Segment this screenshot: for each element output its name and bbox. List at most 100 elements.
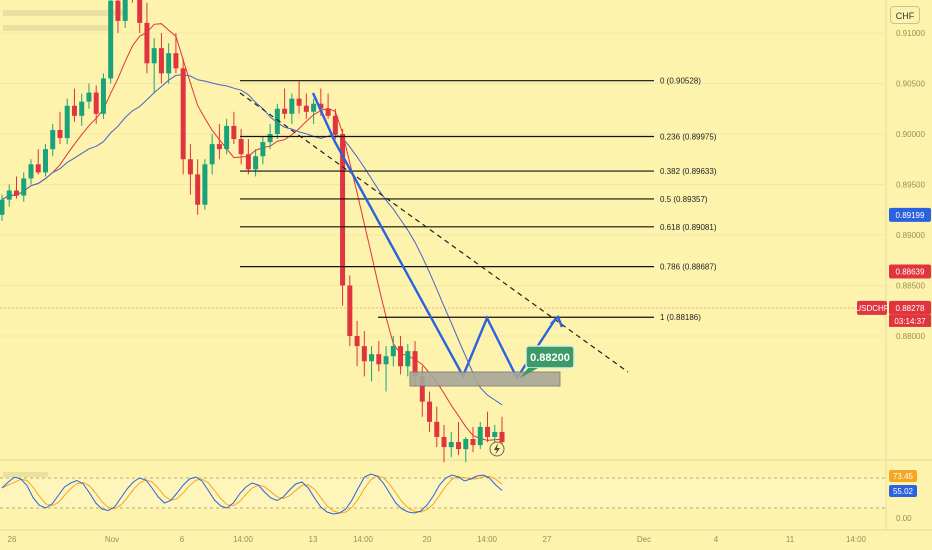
candle-body [187, 159, 193, 175]
candle-body [282, 108, 288, 114]
candle-body [419, 376, 425, 402]
fibonacci-retracement[interactable]: 0 (0.90528) 0.236 (0.89975) 0.382 (0.89633… [240, 77, 717, 323]
price-tick-label: 0.91000 [896, 29, 925, 38]
price-tick-label: 0.89500 [896, 181, 925, 190]
fib-level-label: 0.5 (0.89357) [660, 195, 708, 204]
annotation-label: 0.88200 [530, 352, 570, 364]
candle-body [390, 346, 396, 357]
candle-body [158, 48, 164, 74]
candle-body [13, 190, 19, 196]
candle-body [463, 439, 469, 450]
price-axis-ticks: 0.91000 0.90500 0.90000 0.89500 0.89000 0.885… [896, 29, 925, 341]
candle-body [245, 154, 251, 170]
candle-body [477, 426, 483, 446]
oscillator-value-box [889, 485, 917, 497]
chart-legend [3, 10, 123, 31]
price-tag-label: 0.89199 [896, 211, 925, 220]
fib-level-label: 0.786 (0.88687) [660, 263, 717, 272]
candle-body [340, 134, 346, 286]
candle-body [209, 144, 215, 165]
candle-body [6, 190, 12, 200]
legend-line-2 [3, 25, 113, 31]
candle-body [492, 431, 498, 437]
candle-body [499, 431, 505, 443]
candle-body [151, 48, 157, 64]
candle-body [289, 98, 295, 114]
projection-path[interactable] [311, 92, 558, 381]
candle-body [137, 0, 143, 23]
oscillator-tags: 73.45 55.02 0.00 [889, 470, 917, 523]
annotation-box [525, 345, 575, 369]
candle-body [361, 346, 367, 362]
candle-body [79, 101, 85, 116]
candle-body [57, 129, 63, 139]
oscillator-legend [3, 472, 48, 477]
candle-body [108, 0, 114, 79]
candle-body [332, 115, 338, 134]
candle-body [216, 144, 222, 150]
time-tick-label: Nov [105, 535, 119, 544]
time-tick-label: 26 [8, 535, 17, 544]
countdown-label: 03:14:37 [894, 317, 926, 326]
candle-body [93, 92, 99, 114]
time-tick-label: 27 [543, 535, 552, 544]
fib-level-label: 0.618 (0.89081) [660, 223, 717, 232]
candle-body [115, 0, 121, 21]
candle-body [144, 22, 150, 64]
oscillator-pane[interactable]: 73.45 55.02 0.00 [0, 470, 917, 523]
ma-slow-line [1, 74, 503, 406]
candle-body [441, 437, 447, 448]
candle-body [376, 354, 382, 365]
candle-body [195, 174, 201, 205]
fib-level-label: 0 (0.90528) [660, 77, 701, 86]
candle-body [21, 178, 27, 196]
candle-body [485, 426, 491, 437]
time-tick-label: 13 [309, 535, 318, 544]
support-zone[interactable] [409, 371, 561, 387]
candle-body [405, 351, 411, 367]
candle-body [122, 0, 128, 21]
time-axis-ticks: 26 Nov 6 14:00 13 14:00 20 14:00 27 Dec 4 11 14:00 [8, 535, 867, 544]
candle-body [398, 346, 404, 367]
candle-body [427, 401, 433, 422]
main-pane[interactable] [0, 0, 886, 455]
candle-body [456, 442, 462, 450]
candle-body [303, 105, 309, 112]
candle-body [238, 139, 244, 155]
price-tick-label: 0.90500 [896, 80, 925, 89]
price-tags: 0.89199 0.88639 0.88278 03:14:37 USDCHF [0, 207, 931, 327]
candle-body [448, 442, 454, 448]
candle-body [434, 421, 440, 437]
annotation-callout[interactable]: 0.88200 [520, 345, 575, 378]
price-tick-label: 0.88000 [896, 332, 925, 341]
oscillator-tick-label: 0.00 [896, 514, 912, 523]
candle-body [71, 105, 77, 116]
dashed-trendline[interactable] [239, 92, 629, 373]
candle-body [166, 53, 172, 74]
candle-body [0, 199, 5, 215]
arrow-head-icon [550, 314, 564, 328]
candle-body [347, 285, 353, 336]
candle-body [35, 164, 41, 173]
candle-body [100, 78, 106, 114]
time-tick-label: 6 [180, 535, 185, 544]
candle-body [50, 129, 56, 150]
candle-body [28, 164, 34, 179]
oscillator-main-line [1, 473, 503, 515]
candle-body [383, 356, 389, 365]
lightning-icon[interactable] [489, 441, 505, 457]
candle-body [64, 105, 70, 139]
oscillator-value-label: 73.45 [893, 472, 914, 481]
ma-fast-line [1, 23, 503, 441]
oscillator-lines [1, 473, 503, 515]
candle-body [86, 92, 92, 102]
price-tag-label: 0.88278 [896, 304, 925, 313]
fib-level-label: 0.382 (0.89633) [660, 167, 717, 176]
time-tick-label: 14:00 [477, 535, 498, 544]
currency-button[interactable]: CHF [890, 6, 920, 24]
candle-body [354, 336, 360, 347]
fib-level-label: 1 (0.88186) [660, 313, 701, 322]
price-tick-label: 0.88500 [896, 282, 925, 291]
candle-body [202, 164, 208, 205]
